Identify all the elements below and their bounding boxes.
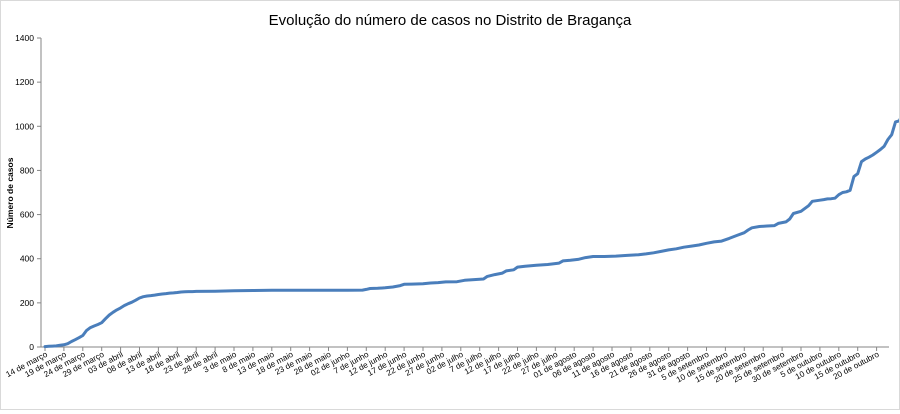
y-tick-label: 600 [20, 210, 34, 220]
y-tick-label: 0 [29, 342, 34, 352]
y-axis: 0 200 400 600 800 1000 1200 1400 [15, 33, 42, 352]
y-tick-label: 1200 [15, 77, 34, 87]
chart-title: Evolução do número de casos no Distrito … [269, 12, 632, 29]
series-line [43, 115, 900, 349]
plot-area [43, 115, 900, 349]
y-tick-label: 1400 [15, 33, 34, 43]
y-tick-label: 200 [20, 298, 34, 308]
y-axis-label: Número de casos [5, 157, 15, 228]
y-tick-label: 1000 [15, 121, 34, 131]
y-tick-label: 800 [20, 165, 34, 175]
y-tick-label: 400 [20, 254, 34, 264]
